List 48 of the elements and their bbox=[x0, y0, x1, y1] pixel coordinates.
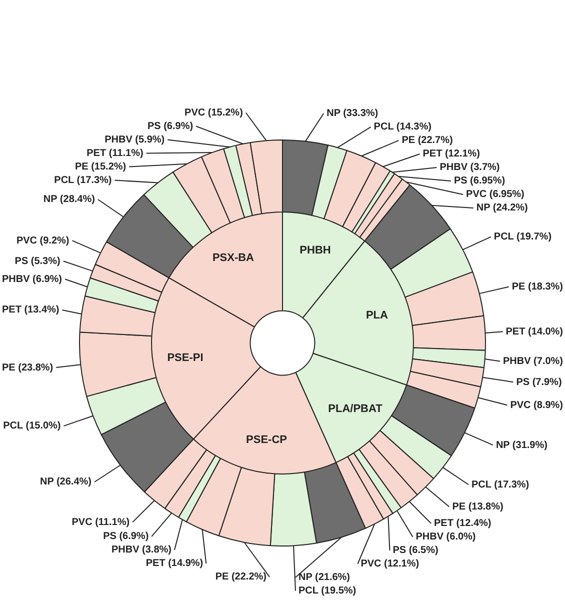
slice-label: PET (12.4%) bbox=[434, 518, 492, 530]
slice-label: PHBV (3.8%) bbox=[111, 544, 172, 556]
slice-label: PHBV (6.9%) bbox=[2, 274, 62, 285]
slice-label: PHBH bbox=[300, 244, 331, 256]
slice-label: NP (31.9%) bbox=[496, 440, 548, 451]
slice-label: PET (14.0%) bbox=[506, 326, 564, 338]
slice-label: NP (33.3%) bbox=[326, 108, 378, 120]
slice-label: PCL (15.0%) bbox=[3, 420, 61, 432]
slice-label: PS (6.9%) bbox=[103, 531, 149, 542]
slice-label: PS (7.9%) bbox=[516, 376, 562, 388]
slice-label: PHBV (7.0%) bbox=[502, 356, 563, 368]
slice-label: PSE-PI bbox=[167, 352, 204, 364]
slice-label: PS (5.3%) bbox=[14, 256, 60, 267]
slice-label: PCL (17.3%) bbox=[54, 174, 112, 186]
slice-label: NP (28.4%) bbox=[43, 194, 95, 206]
slice-label: PVC (6.95%) bbox=[466, 189, 524, 200]
slice-label: PE (15.2%) bbox=[74, 161, 126, 172]
slice-label: PE (22.7%) bbox=[402, 135, 453, 146]
slice-label: PLA bbox=[366, 310, 388, 322]
slice-label: PHBV (6.0%) bbox=[416, 532, 476, 543]
slice-label: PVC (9.2%) bbox=[16, 235, 70, 246]
slice-label: PS (6.95%) bbox=[454, 176, 506, 187]
slice-label: PE (18.3%) bbox=[512, 282, 564, 292]
slice-label: PSE-CP bbox=[246, 434, 287, 446]
slice-label: PHBV (5.9%) bbox=[104, 134, 165, 146]
slice-label: PE (22.2%) bbox=[215, 572, 266, 583]
slice-label: PS (6.5%) bbox=[392, 545, 438, 556]
slice-label: NP (21.6%) bbox=[298, 572, 350, 584]
slice-label: PET (13.4%) bbox=[2, 304, 60, 316]
slice-label: PCL (19.7%) bbox=[494, 232, 552, 243]
slice-label: PVC (8.9%) bbox=[510, 400, 564, 411]
slice-label: PVC (15.2%) bbox=[184, 107, 243, 118]
slice-label: PCL (19.5%) bbox=[298, 586, 356, 597]
slice-label: PET (14.9%) bbox=[146, 558, 204, 570]
slice-label: PE (13.8%) bbox=[452, 502, 504, 513]
slice-label: PVC (11.1%) bbox=[72, 516, 130, 528]
slice-label: PVC (12.1%) bbox=[360, 558, 420, 570]
slice-label: PHBV (3.7%) bbox=[440, 162, 500, 174]
slice-label: PSX-BA bbox=[212, 252, 254, 264]
slice-label: NP (26.4%) bbox=[40, 476, 92, 488]
slice-label: PCL (14.3%) bbox=[374, 122, 432, 133]
slice-label: PE (23.8%) bbox=[2, 362, 54, 374]
slice-label: PS (6.9%) bbox=[147, 120, 194, 132]
slice-label: NP (24.2%) bbox=[476, 202, 528, 214]
slice-label: PET (11.1%) bbox=[86, 148, 144, 159]
slice-label: PCL (17.3%) bbox=[472, 479, 530, 490]
slice-label: PET (12.1%) bbox=[422, 148, 480, 160]
slice-label: PLA/PBAT bbox=[328, 403, 383, 416]
